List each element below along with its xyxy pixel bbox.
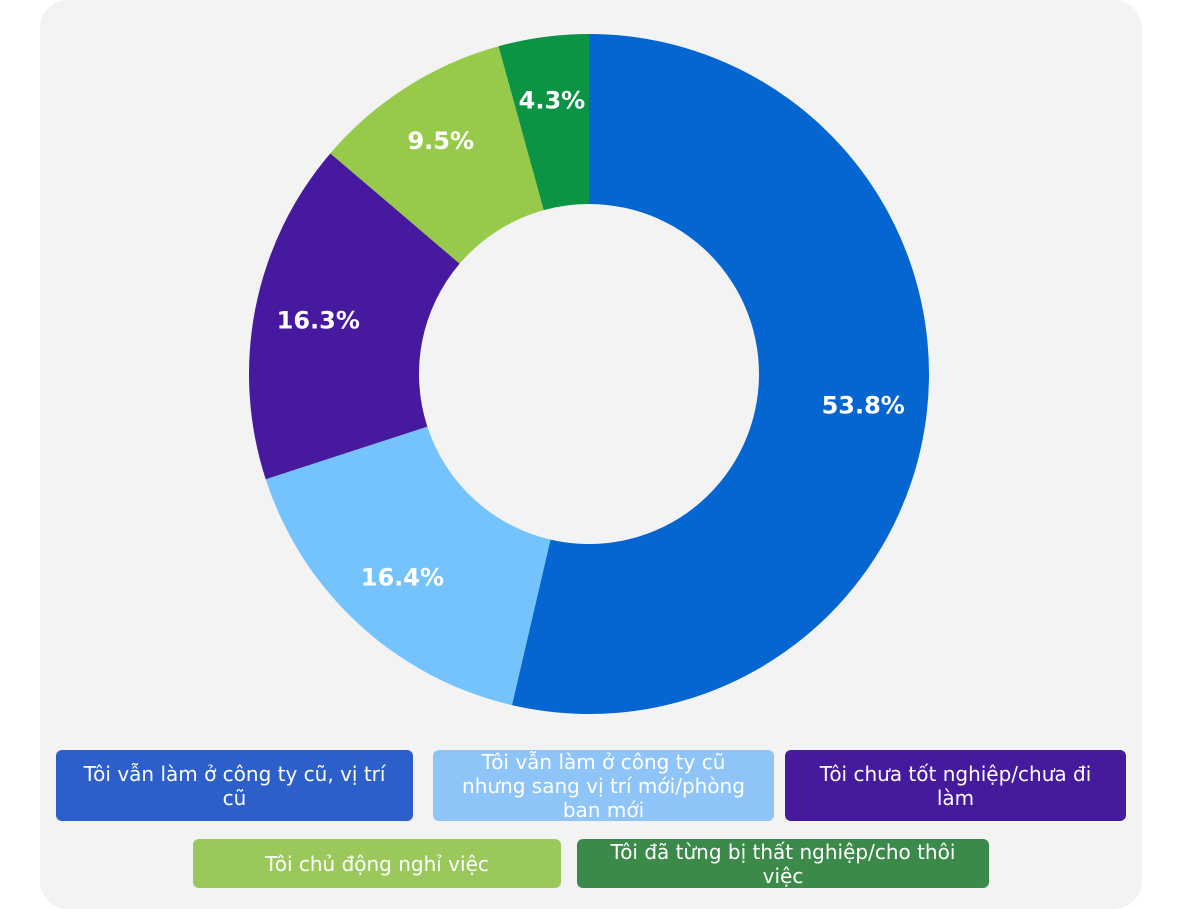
slice-value-label-not-graduated: 16.3% [277,306,360,334]
legend-label-not-graduated: Tôi chưa tốt nghiệp/chưa đi làm [819,761,1092,810]
legend-item-voluntary-quit: Tôi chủ động nghỉ việc [193,839,561,888]
slice-value-label-same-position: 53.8% [822,391,905,419]
slice-value-label-new-position: 16.4% [361,563,444,591]
legend-item-not-graduated: Tôi chưa tốt nghiệp/chưa đi làm [785,750,1126,821]
legend-item-same-position: Tôi vẫn làm ở công ty cũ, vị trí cũ [56,750,413,821]
slice-value-label-voluntary-quit: 9.5% [407,127,474,155]
donut-slice-new-position [265,426,551,706]
legend-label-voluntary-quit: Tôi chủ động nghỉ việc [265,851,489,876]
legend-label-new-position: Tôi vẫn làm ở công ty cũ nhưng sang vị t… [462,749,745,822]
legend-label-laid-off: Tôi đã từng bị thất nghiệp/cho thôi việc [610,839,956,888]
donut-slice-same-position [511,34,930,714]
donut-slice-not-graduated [249,153,460,480]
legend-item-new-position: Tôi vẫn làm ở công ty cũ nhưng sang vị t… [433,749,774,822]
donut-slice-voluntary-quit [330,46,544,264]
legend-label-same-position: Tôi vẫn làm ở công ty cũ, vị trí cũ [83,761,386,810]
slice-value-label-laid-off: 4.3% [519,86,586,114]
donut-slice-laid-off [498,34,589,211]
legend-item-laid-off: Tôi đã từng bị thất nghiệp/cho thôi việc [577,839,989,888]
